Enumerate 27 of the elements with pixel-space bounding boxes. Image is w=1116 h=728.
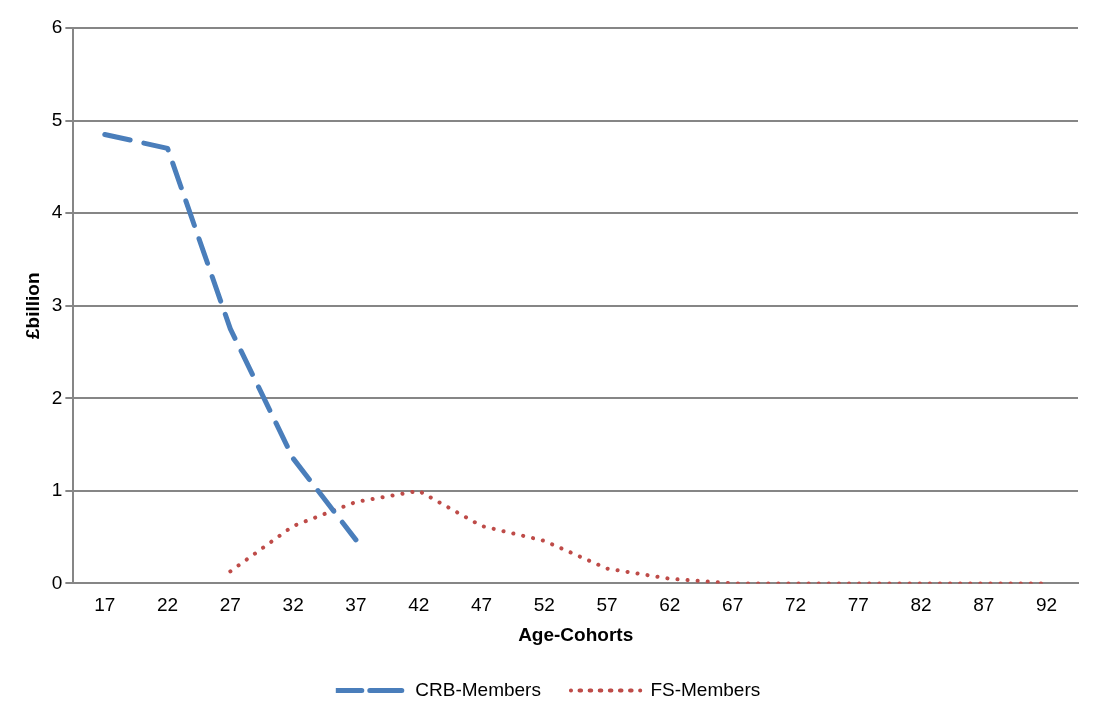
x-tick-label: 67	[722, 594, 744, 616]
x-tick-label: 87	[973, 594, 995, 616]
y-tick-label: 6	[51, 16, 63, 38]
y-axis-title: £billion	[21, 272, 43, 339]
x-tick-label: 47	[470, 594, 493, 616]
x-tick-label: 22	[156, 594, 179, 616]
x-tick-label: 27	[219, 594, 241, 616]
x-tick-label: 17	[94, 594, 116, 616]
x-axis-title: Age-Cohorts	[518, 623, 634, 645]
y-tick-label: 5	[51, 108, 63, 130]
x-tick-label: 62	[659, 594, 681, 616]
legend-label: CRB-Members	[415, 678, 541, 700]
x-tick-label: 32	[282, 594, 304, 616]
x-tick-label: 37	[345, 594, 367, 616]
y-tick-label: 1	[51, 479, 63, 501]
y-tick-label: 4	[51, 201, 63, 223]
x-tick-label: 77	[847, 594, 869, 616]
x-tick-label: 42	[408, 594, 430, 616]
x-tick-label: 57	[596, 594, 618, 616]
y-tick-label: 0	[51, 571, 63, 593]
y-tick-label: 2	[51, 386, 63, 408]
x-tick-label: 82	[910, 594, 932, 616]
x-tick-label: 52	[533, 594, 555, 616]
x-tick-label: 92	[1036, 594, 1058, 616]
x-tick-label: 72	[784, 594, 807, 616]
y-tick-label: 3	[51, 293, 63, 315]
legend-label: FS-Members	[650, 678, 761, 700]
